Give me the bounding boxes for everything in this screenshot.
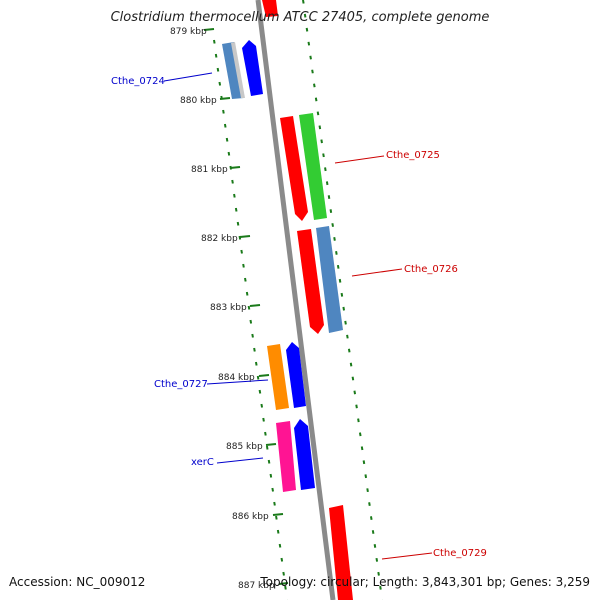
gene-cthe-0729-red bbox=[329, 505, 353, 600]
kbp-label: 885 kbp bbox=[226, 442, 263, 452]
kbp-label: 883 kbp bbox=[210, 303, 247, 313]
topology-summary: Topology: circular; Length: 3,843,301 bp… bbox=[260, 575, 590, 589]
kbp-label: 880 kbp bbox=[180, 96, 217, 106]
tick-ring-inner bbox=[213, 39, 289, 600]
kbp-label: 887 kbp bbox=[238, 581, 275, 591]
gene-cthe-0724-highlight bbox=[231, 42, 245, 98]
gene-cthe-0724 bbox=[222, 42, 244, 99]
gene-label-xerc: xerC bbox=[191, 457, 214, 468]
gene-blue-arrow-3 bbox=[294, 419, 315, 490]
gene-blue-arrow-1 bbox=[242, 40, 263, 96]
genome-backbone bbox=[255, 0, 336, 600]
gene-cthe-0726-steelblue bbox=[316, 226, 343, 333]
gene-blue-arrow-2 bbox=[286, 342, 306, 408]
gene-label-cthe-0724: Cthe_0724 bbox=[111, 76, 165, 87]
accession-label: Accession: NC_009012 bbox=[9, 575, 146, 589]
kbp-ticks bbox=[203, 28, 289, 585]
gene-label-cthe-0725: Cthe_0725 bbox=[386, 150, 440, 161]
gene-label-cthe-0726: Cthe_0726 bbox=[404, 264, 458, 275]
kbp-label: 882 kbp bbox=[201, 234, 238, 244]
gene-cthe-0727-orange bbox=[267, 344, 289, 410]
kbp-label: 881 kbp bbox=[191, 165, 228, 175]
gene-labels: Cthe_0724 Cthe_0725 Cthe_0726 Cthe_0727 … bbox=[111, 76, 487, 559]
kbp-label: 886 kbp bbox=[232, 512, 269, 522]
kbp-labels: 879 kbp 880 kbp 881 kbp 882 kbp 883 kbp … bbox=[170, 27, 275, 591]
kbp-label: 884 kbp bbox=[218, 373, 255, 383]
label-leaders bbox=[163, 72, 433, 560]
gene-cthe-0726-red bbox=[297, 229, 324, 334]
gene-xerc-pink bbox=[276, 421, 296, 492]
tick-ring-outer bbox=[302, 0, 384, 600]
gene-cthe-0725-red bbox=[280, 116, 308, 221]
map-title: Clostridium thermocellum ATCC 27405, com… bbox=[110, 10, 490, 25]
gene-label-cthe-0729: Cthe_0729 bbox=[433, 548, 487, 559]
gene-partial-top bbox=[262, 0, 278, 17]
gene-cthe-0725-green bbox=[299, 113, 327, 220]
kbp-label: 879 kbp bbox=[170, 27, 207, 37]
gene-label-cthe-0727: Cthe_0727 bbox=[154, 379, 208, 390]
